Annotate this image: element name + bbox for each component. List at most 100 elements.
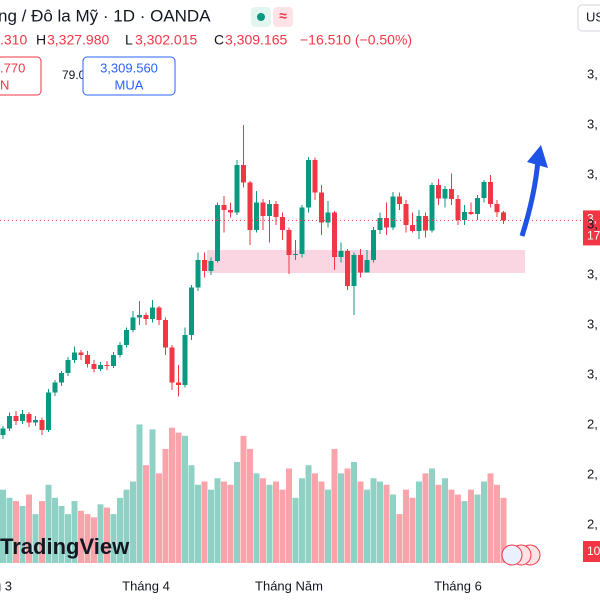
candle-body	[163, 320, 168, 348]
candle-body	[332, 212, 337, 257]
volume-bar	[227, 484, 234, 563]
candle-body	[247, 182, 253, 230]
candle-body	[228, 210, 233, 213]
candle-body	[124, 330, 129, 345]
candle-body	[481, 182, 487, 198]
candle-body	[371, 230, 376, 260]
candle-body	[46, 392, 51, 430]
volume-bar	[136, 424, 143, 563]
volume-bar	[65, 514, 71, 563]
candle-body	[494, 204, 500, 213]
volume-bar	[214, 478, 221, 563]
ohlc-value: 3,309.165	[225, 32, 287, 48]
volume-bar	[84, 514, 91, 563]
price-label-box	[583, 210, 600, 246]
candle-body	[403, 204, 409, 225]
candle-body	[358, 255, 363, 273]
candle-body	[442, 189, 448, 199]
volume-bar	[409, 497, 416, 563]
y-tick-label: 3,	[587, 366, 598, 381]
candle-body	[312, 160, 318, 193]
volume-bar	[448, 489, 455, 563]
candle-body	[293, 254, 298, 255]
currency-button[interactable]	[577, 4, 600, 32]
volume-bar	[364, 489, 370, 563]
volume-bar	[162, 448, 169, 563]
x-tick-label: Tháng 6	[434, 578, 482, 593]
candle-body	[195, 260, 201, 288]
candle-body	[137, 315, 142, 318]
brand: TradingView	[0, 534, 130, 559]
volume-bar	[32, 514, 39, 563]
volume-bar	[13, 501, 19, 563]
y-tick-label: 3,	[587, 116, 598, 131]
volume-bar	[390, 494, 396, 563]
sell-price: .770	[0, 60, 25, 75]
candle-body	[462, 212, 467, 220]
y-tick-label: 3,	[587, 266, 598, 281]
candle-body	[299, 207, 305, 254]
volume-bar	[377, 481, 383, 563]
volume-bar	[292, 497, 299, 563]
volume-bar	[130, 481, 136, 563]
candle-body	[59, 373, 64, 383]
candle-body	[13, 416, 19, 421]
buy-button[interactable]	[82, 56, 176, 96]
session-icon: ≈	[279, 8, 287, 24]
session-badge	[273, 7, 293, 27]
candle-body	[98, 365, 103, 369]
arrow	[519, 159, 541, 237]
x-tick-label: g 3	[0, 578, 12, 593]
candle-body	[280, 217, 285, 230]
volume-label-box	[583, 541, 600, 562]
candle-body	[364, 260, 370, 273]
ohlc-open: .310	[0, 32, 27, 48]
price-label: 3,	[587, 212, 597, 226]
candle-body	[306, 160, 311, 208]
y-tick-label: 2,	[587, 516, 598, 531]
candle-body	[52, 382, 58, 393]
volume-bar	[260, 478, 266, 563]
volume-bar	[312, 473, 318, 563]
volume-bar	[370, 478, 377, 563]
candle-body	[104, 365, 110, 366]
sell-button[interactable]	[0, 56, 42, 96]
volume-bar	[455, 494, 461, 563]
candle-body	[111, 355, 116, 366]
volume-bar	[325, 489, 331, 563]
candle-body	[20, 414, 25, 421]
candle-body	[436, 185, 441, 199]
candle-body	[130, 317, 136, 330]
y-tick-label: 3,	[587, 166, 598, 181]
ohlc-value: 3,327.980	[47, 32, 109, 48]
y-tick-label: 3,	[587, 316, 598, 331]
volume-bar	[253, 473, 260, 563]
candle-body	[189, 287, 194, 335]
candle-body	[221, 205, 227, 210]
volume-bar	[481, 481, 487, 563]
ohlc-key: L	[125, 32, 133, 48]
ohlc-change: −16.510 (−0.50%)	[300, 32, 412, 48]
volume-bar	[474, 494, 481, 563]
candle-body	[468, 212, 474, 214]
volume-bar	[110, 514, 117, 563]
volume-bar	[234, 461, 240, 563]
volume-bar	[182, 435, 188, 563]
spread: 79.0	[62, 68, 86, 82]
candle-body	[208, 261, 214, 271]
volume-bar	[403, 489, 409, 563]
candle-body	[319, 192, 324, 223]
candle-body	[241, 165, 246, 183]
arrow-head	[527, 145, 548, 168]
volume-bar	[39, 501, 45, 563]
candle-body	[39, 420, 45, 430]
candle-body	[351, 255, 357, 286]
candle-body	[202, 260, 207, 271]
volume-bar	[344, 468, 351, 563]
volume-bar	[104, 507, 110, 563]
candle-body	[345, 251, 350, 286]
volume-bar	[461, 501, 468, 563]
volume-bar	[58, 505, 65, 563]
candle-body	[488, 182, 493, 204]
